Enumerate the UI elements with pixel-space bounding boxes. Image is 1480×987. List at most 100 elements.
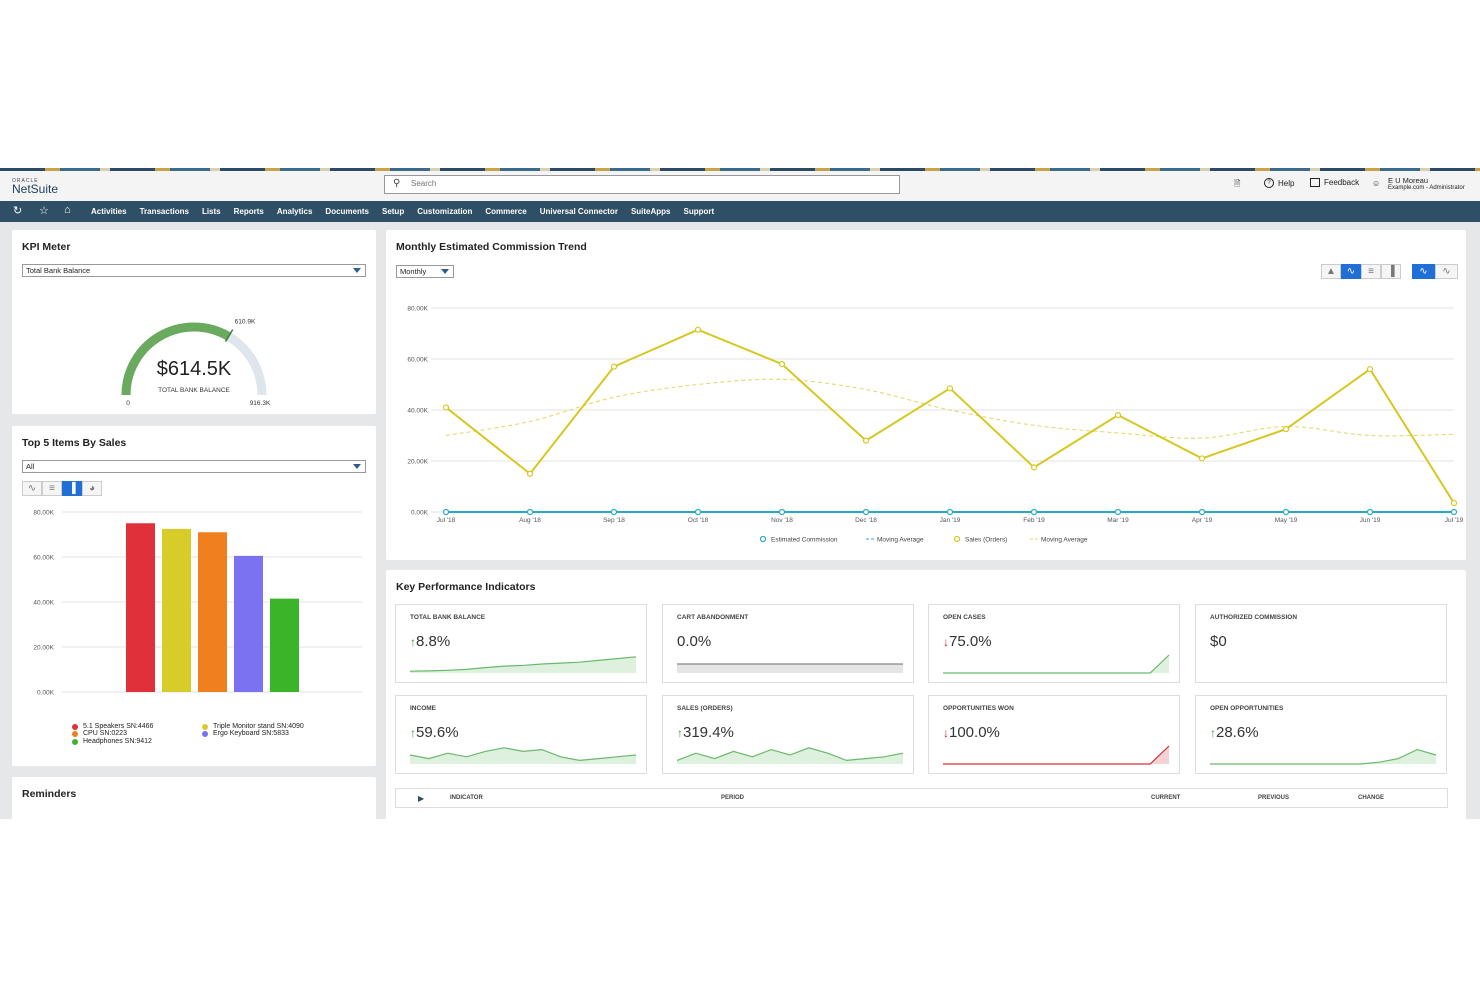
bar [126, 523, 155, 692]
data-point [778, 360, 786, 368]
nav-suiteapps[interactable]: SuiteApps [630, 207, 671, 216]
kpi-card[interactable]: TOTAL BANK BALANCE ↑8.8% [395, 604, 647, 683]
y-tick-label: 0.00K [411, 510, 429, 517]
kpi-card-value-wrap: ↑28.6% [1210, 724, 1259, 741]
legend-item[interactable]: 5.1 Speakers SN:4466 [72, 723, 153, 730]
recent-records-button[interactable]: 🗎 [1234, 178, 1240, 192]
sparkline-area [943, 655, 1169, 673]
top-items-bar-chart: 0.00K 20.00K 40.00K 60.00K 80.00K [33, 510, 362, 697]
kpi-card[interactable]: INCOME ↑59.6% [395, 695, 647, 774]
chart-type-buttons: ∿ ≡ ▐ ◕ [22, 481, 102, 496]
x-tick-label: Jun '19 [1360, 517, 1381, 524]
global-search[interactable]: ⚲ [384, 175, 900, 194]
kpi-card-label: SALES (ORDERS) [677, 705, 733, 712]
kpi-card[interactable]: CART ABANDONMENT 0.0% [662, 604, 914, 683]
smooth-line-button[interactable]: ∿ [1412, 264, 1435, 279]
data-point [610, 363, 618, 370]
kpi-card-value: 75.0% [949, 633, 992, 650]
x-tick-label: Sep '18 [603, 517, 625, 524]
horizontal-bar-button[interactable]: ≡ [1361, 264, 1381, 279]
legend-color-dot [72, 723, 78, 730]
data-point [778, 508, 786, 516]
nav-documents[interactable]: Documents [325, 207, 369, 216]
line-chart-button[interactable]: ∿ [22, 481, 42, 496]
nav-support[interactable]: Support [683, 207, 715, 216]
kpi-table-header: ▶ INDICATOR PERIOD CURRENT PREVIOUS CHAN… [395, 788, 1448, 808]
col-previous[interactable]: PREVIOUS [1258, 795, 1290, 801]
nav-universal-connector[interactable]: Universal Connector [539, 207, 618, 216]
kpi-card[interactable]: SALES (ORDERS) ↑319.4% [662, 695, 914, 774]
kpi-card[interactable]: OPEN CASES ↓75.0% [928, 604, 1180, 683]
nav-menu: Activities Transactions Lists Reports An… [91, 201, 727, 222]
feedback-button[interactable]: Feedback [1310, 178, 1359, 187]
history-icon[interactable]: ↻ [13, 205, 23, 217]
sparkline-line [1210, 748, 1437, 765]
legend-label: CPU SN:0223 [83, 730, 127, 737]
sparkline-area [677, 664, 903, 673]
nav-customization[interactable]: Customization [417, 207, 473, 216]
gauge-value: $614.5K [157, 358, 232, 380]
kpi-sparkline [676, 747, 904, 764]
kpi-card[interactable]: AUTHORIZED COMMISSION $0 [1195, 604, 1447, 683]
x-tick-label: Feb '19 [1023, 517, 1045, 524]
gauge-fill [121, 322, 231, 396]
search-input[interactable] [409, 178, 813, 189]
main-navigation: ↻ ☆ ⌂ Activities Transactions Lists Repo… [0, 201, 1480, 222]
line-chart-button[interactable]: ∿ [1341, 264, 1361, 279]
nav-transactions[interactable]: Transactions [139, 207, 189, 216]
legend-item[interactable]: Ergo Keyboard SN:5833 [202, 730, 289, 737]
col-current[interactable]: CURRENT [1151, 795, 1181, 801]
y-tick-label: 20.00K [33, 645, 54, 652]
kpi-portlet: Key Performance Indicators TOTAL BANK BA… [386, 570, 1466, 819]
nav-activities[interactable]: Activities [91, 207, 127, 216]
help-button[interactable]: ? Help [1264, 178, 1294, 188]
gauge-target-marker [224, 329, 234, 343]
nav-setup[interactable]: Setup [381, 207, 405, 216]
nav-lists[interactable]: Lists [201, 207, 221, 216]
column-chart-button[interactable]: ▐ [1381, 264, 1401, 279]
nav-reports[interactable]: Reports [233, 207, 264, 216]
column-chart-button[interactable]: ▐ [62, 481, 82, 496]
x-tick-label: Apr '19 [1192, 517, 1213, 524]
kpi-card[interactable]: OPPORTUNITIES WON ↓100.0% [928, 695, 1180, 774]
star-icon[interactable]: ☆ [39, 205, 49, 217]
col-period[interactable]: PERIOD [721, 795, 745, 801]
search-icon: ⚲ [393, 178, 401, 189]
legend-marker [953, 535, 961, 543]
data-point [442, 508, 450, 516]
kpi-card-label: CART ABANDONMENT [677, 614, 749, 621]
col-indicator[interactable]: INDICATOR [450, 795, 483, 801]
kpi-card-value-wrap: 0.0% [677, 633, 711, 650]
col-change[interactable]: CHANGE [1358, 795, 1385, 801]
legend-item[interactable]: Triple Monitor stand SN:4090 [202, 723, 304, 730]
period-select[interactable]: Monthly [396, 265, 454, 278]
top-items-select[interactable]: All [22, 460, 366, 473]
legend-item[interactable]: CPU SN:0223 [72, 730, 127, 737]
home-icon[interactable]: ⌂ [64, 204, 71, 216]
horizontal-bar-button[interactable]: ≡ [42, 481, 62, 496]
chevron-down-icon [353, 464, 361, 469]
expand-icon[interactable]: ▶ [418, 794, 425, 803]
straight-line-button[interactable]: ∿ [1435, 264, 1458, 279]
nav-commerce[interactable]: Commerce [485, 207, 527, 216]
pie-chart-button[interactable]: ◕ [82, 481, 102, 496]
legend-color-dot [202, 723, 208, 730]
kpi-card[interactable]: OPEN OPPORTUNITIES ↑28.6% [1195, 695, 1447, 774]
nav-analytics[interactable]: Analytics [276, 207, 313, 216]
data-point [946, 508, 954, 516]
data-point [694, 326, 702, 333]
period-select-value: Monthly [400, 267, 427, 276]
chevron-down-icon [441, 269, 449, 274]
legend-item[interactable]: Headphones SN:9412 [72, 738, 152, 745]
smoothing-buttons: ∿ ∿ [1412, 264, 1458, 279]
netsuite-logo[interactable]: ORACLE NetSuite [12, 178, 58, 195]
top-items-portlet: Top 5 Items By Sales All ∿ ≡ ▐ ◕ 0.00K 20… [12, 426, 376, 766]
kpi-meter-select[interactable]: Total Bank Balance [22, 264, 366, 277]
data-point [1450, 508, 1458, 516]
user-menu[interactable]: E U Moreau Example.com - Administrator [1388, 176, 1465, 191]
data-point [694, 508, 702, 516]
legend-label: Estimated Commission [771, 537, 838, 544]
kpi-card-value: 28.6% [1216, 724, 1259, 741]
area-chart-button[interactable]: ▲ [1321, 264, 1341, 279]
legend-marker [759, 535, 767, 543]
